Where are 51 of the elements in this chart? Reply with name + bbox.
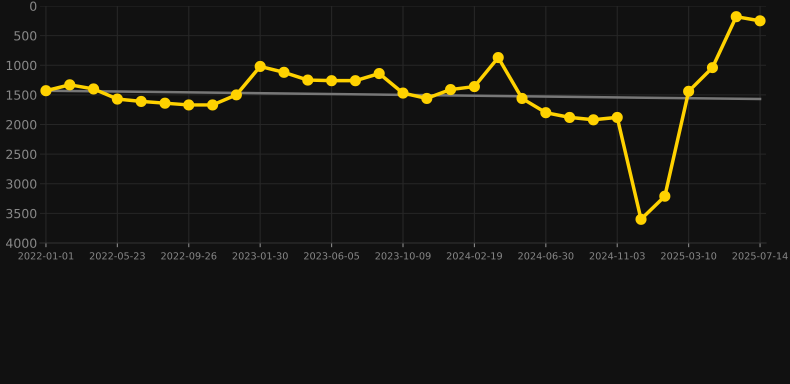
point [64,79,76,90]
point [635,214,647,225]
point [468,81,480,92]
point [683,86,694,97]
point [492,52,504,64]
y-tick-label: 500 [14,31,36,41]
point [159,98,171,109]
point [207,99,218,111]
point [612,112,623,123]
y-tick-label: 3000 [6,179,36,189]
point [112,93,123,105]
point [516,92,528,104]
x-tick-label: 2023-01-30 [232,252,288,260]
y-tick-label: 0 [30,1,36,11]
point [540,107,552,118]
point [754,15,766,26]
point [588,114,599,126]
point [445,84,456,96]
point [278,66,290,78]
y-tick-label: 1500 [6,90,36,100]
x-tick-label: 2024-02-19 [446,252,502,260]
y-tick-label: 2500 [6,150,36,160]
x-tick-label: 2023-06-05 [304,252,359,260]
point [564,112,576,123]
point [326,75,338,86]
y-tick-label: 1000 [6,60,36,70]
point [730,11,742,22]
x-tick-label: 2024-06-30 [518,252,574,260]
x-tick-label: 2022-09-26 [161,252,216,260]
x-tick-label: 2023-10-09 [375,252,431,260]
x-tick-label: 2025-07-14 [732,252,788,260]
point [397,88,409,99]
y-tick-label: 2000 [6,120,36,130]
y-tick-label: 3500 [6,208,36,218]
point [136,96,147,107]
y-tick-label: 4000 [6,238,36,248]
point [706,62,718,74]
point [421,92,432,104]
point [183,99,194,111]
point [659,190,670,202]
x-tick-label: 2022-05-23 [90,252,145,260]
point [230,89,242,100]
point [254,60,266,72]
point [302,74,314,86]
x-tick-label: 2024-11-03 [590,252,645,260]
point [350,75,361,86]
point [374,68,385,80]
point [40,85,52,96]
point [88,83,100,95]
x-tick-label: 2022-01-01 [18,252,74,260]
x-tick-label: 2025-03-10 [661,252,716,260]
